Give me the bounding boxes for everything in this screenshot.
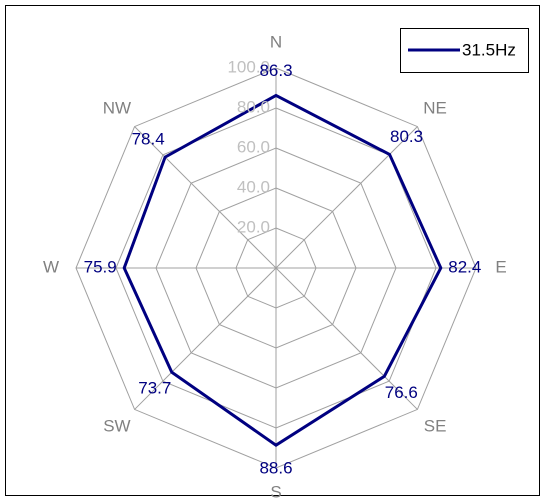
value-label: 88.6 [259, 459, 292, 478]
tick-label: 80.0 [237, 97, 270, 116]
spoke [275, 267, 418, 410]
value-label: 75.9 [84, 257, 117, 276]
chart-frame [5, 5, 540, 496]
tick-label: 20.0 [237, 217, 270, 236]
category-label: E [495, 257, 506, 276]
category-label: S [270, 482, 281, 501]
tick-label: 40.0 [237, 177, 270, 196]
tick-label: 60.0 [237, 137, 270, 156]
category-label: NE [423, 98, 447, 117]
category-label: SE [424, 417, 447, 436]
category-label: NW [103, 98, 131, 117]
value-label: 86.3 [259, 61, 292, 80]
series-line [122, 93, 443, 448]
value-label: 82.4 [448, 257, 481, 276]
tick-label: 100.0 [227, 57, 270, 76]
value-label: 73.7 [138, 379, 171, 398]
value-label: 78.4 [132, 130, 165, 149]
value-label: 80.3 [390, 127, 423, 146]
category-label: SW [103, 417, 130, 436]
value-label: 76.6 [385, 383, 418, 402]
spoke [134, 267, 277, 410]
spoke [275, 126, 418, 269]
category-label: W [43, 257, 59, 276]
category-label: N [270, 32, 282, 51]
legend-label: 31.5Hz [462, 40, 516, 59]
spoke [134, 126, 277, 269]
